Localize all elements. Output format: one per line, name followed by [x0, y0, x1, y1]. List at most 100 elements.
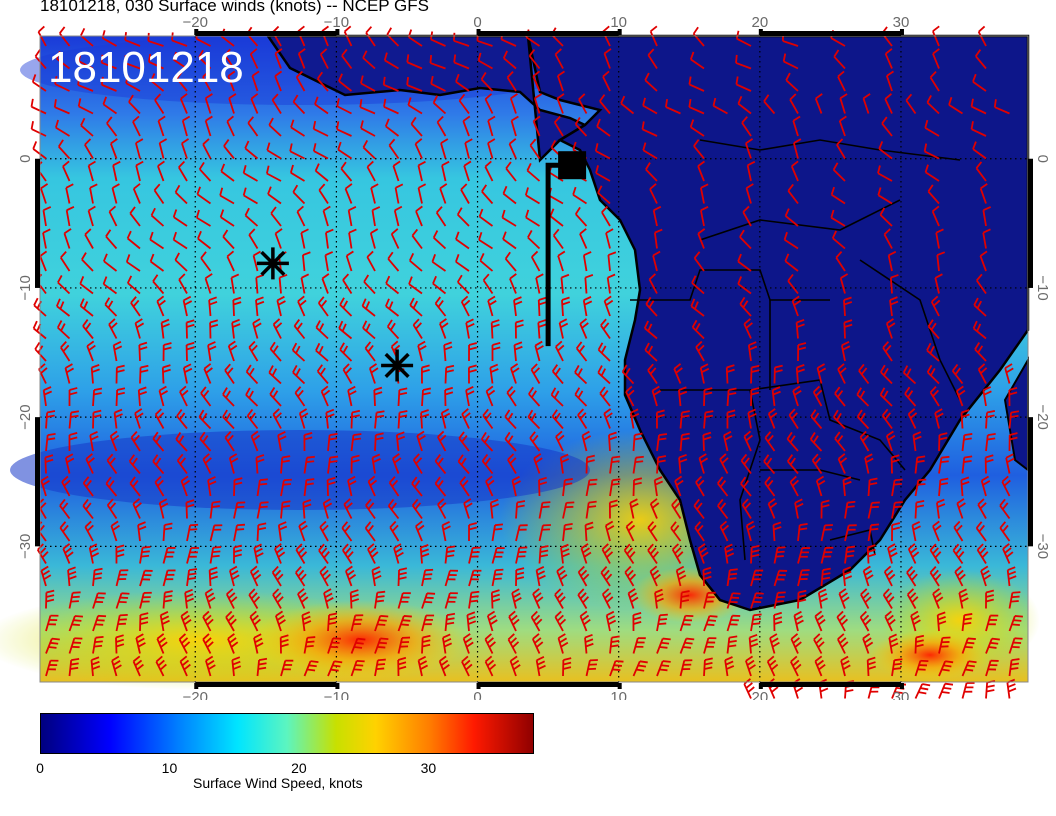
- wind-barb: [62, 543, 74, 564]
- wind-barb: [457, 274, 470, 295]
- wind-barb: [653, 228, 663, 249]
- wind-barb: [958, 588, 969, 609]
- wind-barb: [205, 655, 216, 677]
- wind-barb: [268, 117, 282, 137]
- wind-barb: [549, 208, 564, 227]
- wind-barb: [252, 250, 261, 272]
- wind-barb: [434, 454, 447, 475]
- wind-barb: [280, 659, 294, 677]
- tick-top: [617, 29, 622, 35]
- wind-barb: [884, 610, 896, 632]
- wind-barb: [455, 231, 470, 250]
- wind-barb: [389, 520, 400, 542]
- wind-barb: [327, 432, 338, 452]
- wind-barb: [86, 340, 96, 362]
- wind-barb: [444, 569, 459, 587]
- wind-barb: [830, 209, 846, 227]
- wind-barb: [420, 364, 430, 384]
- wind-barb: [609, 478, 621, 497]
- wind-barb: [300, 273, 310, 294]
- wind-barb: [712, 97, 728, 115]
- wind-barb: [198, 409, 212, 430]
- country-borders: [630, 139, 961, 561]
- wind-barb: [596, 118, 611, 137]
- wind-barb: [125, 254, 141, 272]
- wind-barb: [176, 409, 188, 430]
- wind-barb: [162, 547, 176, 564]
- wind-barb: [948, 96, 963, 115]
- wind-barb: [773, 569, 788, 587]
- wind-barb: [1008, 658, 1020, 677]
- wind-barb: [103, 253, 118, 272]
- wind-barb: [179, 385, 189, 407]
- wind-barb: [856, 387, 870, 407]
- lon-label-bottom: 20: [751, 689, 768, 700]
- wind-barb: [130, 430, 141, 452]
- wind-barb: [185, 319, 195, 339]
- wind-barb: [45, 410, 56, 429]
- wind-barb: [416, 430, 426, 452]
- wind-barb: [132, 115, 141, 137]
- wind-barb: [444, 592, 458, 609]
- wind-barb: [956, 385, 966, 407]
- wind-barb: [862, 633, 874, 654]
- wind-barb: [109, 430, 120, 452]
- wind-barb: [279, 634, 289, 654]
- wind-barb: [605, 610, 617, 632]
- wind-barb: [609, 455, 621, 474]
- wind-barb: [526, 162, 541, 182]
- wind-barb: [606, 273, 616, 294]
- wind-barb: [77, 77, 94, 92]
- wind-barb: [485, 475, 495, 497]
- wind-barb: [138, 341, 148, 362]
- wind-barb: [795, 318, 805, 339]
- wind-barb: [562, 657, 572, 677]
- wind-barb: [797, 522, 808, 542]
- wind-barb: [562, 478, 573, 497]
- wind-barb: [840, 340, 851, 362]
- wind-barb: [45, 589, 55, 609]
- wind-barb: [246, 408, 259, 430]
- wind-barb: [395, 431, 406, 452]
- wind-barb: [148, 53, 164, 70]
- wind-barb: [134, 318, 145, 339]
- wind-barb: [386, 27, 400, 47]
- wind-barb: [297, 48, 306, 69]
- wind-barb: [509, 655, 521, 677]
- wind-barb: [844, 500, 856, 519]
- wind-barb: [204, 588, 216, 609]
- wind-barb: [532, 70, 541, 92]
- wind-barb: [152, 274, 165, 295]
- wind-barb: [68, 637, 83, 654]
- wind-barb: [327, 637, 342, 654]
- wind-barb: [601, 205, 611, 227]
- wind-barb: [480, 431, 494, 452]
- wind-barb: [980, 475, 991, 497]
- wind-barb: [407, 97, 423, 115]
- wind-barb: [158, 498, 169, 519]
- wind-barb: [560, 273, 570, 294]
- wind-barb: [326, 476, 336, 497]
- wind-barb: [272, 318, 283, 339]
- wind-barb: [347, 385, 357, 407]
- wind-barb: [256, 478, 268, 497]
- wind-barb: [68, 657, 80, 677]
- wind-barb: [82, 498, 94, 520]
- wind-barb: [225, 610, 237, 632]
- wind-barb: [369, 228, 379, 249]
- wind-barb: [999, 498, 1011, 520]
- wind-barb: [961, 433, 973, 452]
- wind-barb: [891, 522, 901, 542]
- wind-barb: [737, 95, 752, 115]
- wind-barb: [866, 544, 877, 564]
- wind-barb: [538, 476, 548, 497]
- wind-barb: [268, 365, 282, 385]
- wind-barb: [437, 498, 447, 519]
- wind-barb: [535, 273, 544, 294]
- wind-barb: [81, 252, 94, 272]
- wind-barb: [664, 98, 681, 115]
- wind-barb: [741, 498, 752, 519]
- wind-barb: [652, 250, 661, 272]
- wind-barb: [837, 70, 846, 92]
- wind-barb: [397, 387, 408, 407]
